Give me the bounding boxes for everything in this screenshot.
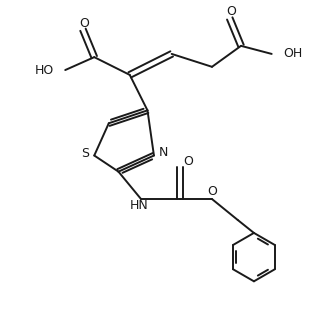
- Text: HN: HN: [130, 199, 149, 212]
- Text: HO: HO: [35, 63, 54, 77]
- Text: O: O: [207, 186, 217, 199]
- Text: S: S: [81, 147, 89, 160]
- Text: O: O: [80, 17, 89, 30]
- Text: OH: OH: [283, 47, 302, 60]
- Text: O: O: [183, 155, 193, 168]
- Text: O: O: [226, 6, 236, 19]
- Text: N: N: [159, 146, 168, 159]
